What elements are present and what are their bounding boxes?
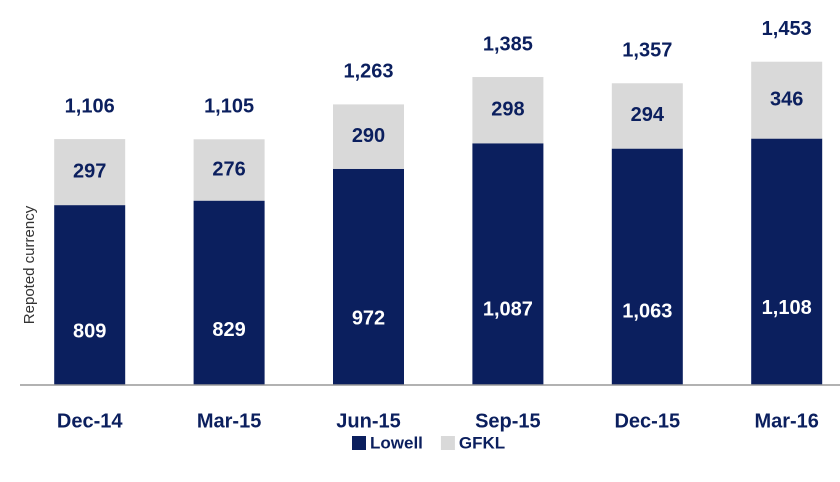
y-axis-label: Repoted currency [21, 205, 38, 324]
bar-segment [54, 139, 126, 206]
data-label: 276 [212, 158, 245, 180]
legend-swatch [440, 436, 455, 450]
legend-label: GFKL [459, 433, 505, 452]
data-label: 294 [631, 104, 665, 126]
data-label: 298 [491, 98, 524, 120]
data-label: 297 [73, 160, 106, 182]
legend-swatch [352, 436, 366, 450]
bar-segment [611, 148, 683, 385]
data-label: 346 [770, 88, 803, 110]
x-tick-label: Dec-15 [614, 410, 680, 432]
data-label: 809 [73, 320, 106, 342]
data-label: 829 [212, 319, 245, 341]
data-label: 972 [352, 308, 385, 330]
x-tick-label: Jun-15 [336, 410, 400, 432]
total-label: 1,453 [762, 18, 812, 40]
total-label: 1,385 [483, 33, 533, 55]
total-label: 1,263 [343, 61, 393, 83]
data-label: 1,087 [483, 299, 533, 321]
data-label: 1,063 [622, 301, 672, 323]
data-label: 290 [352, 125, 385, 147]
bar-segment [751, 138, 823, 385]
data-label: 1,108 [762, 297, 812, 319]
bar-segment [472, 143, 544, 385]
bar-segment [54, 205, 126, 385]
legend-label: Lowell [370, 433, 423, 452]
x-tick-label: Dec-14 [57, 410, 123, 432]
x-tick-label: Mar-16 [754, 410, 818, 432]
bar-segment [193, 139, 265, 201]
bar-segment [333, 168, 404, 385]
total-label: 1,357 [622, 40, 672, 62]
x-tick-label: Mar-15 [197, 410, 261, 432]
bar-segment [472, 77, 544, 144]
bar-segment [333, 104, 404, 169]
total-label: 1,105 [204, 96, 254, 118]
bar-segment [193, 200, 265, 385]
total-label: 1,106 [65, 95, 115, 117]
bar-segment [611, 83, 683, 149]
x-tick-label: Sep-15 [475, 410, 541, 432]
bar-segment [751, 61, 823, 139]
